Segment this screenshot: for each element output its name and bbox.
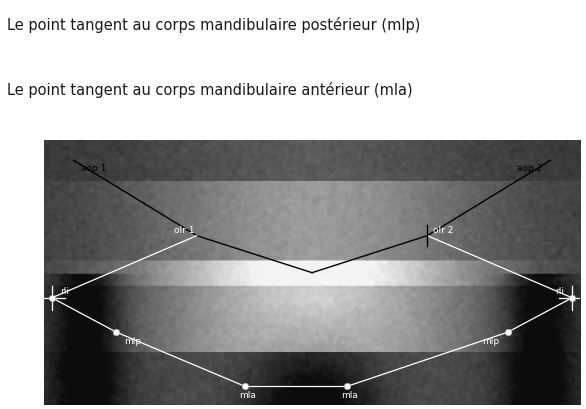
Point: [47, 295, 57, 301]
Text: aop 1: aop 1: [81, 164, 107, 173]
Text: aop 2: aop 2: [517, 164, 543, 173]
Point: [503, 329, 512, 336]
Point: [112, 329, 121, 336]
Point: [342, 383, 352, 390]
Text: Le point tangent au corps mandibulaire antérieur (mla): Le point tangent au corps mandibulaire a…: [7, 82, 413, 98]
Text: rli: rli: [60, 286, 69, 295]
Text: mla: mla: [239, 391, 256, 399]
Text: id: id: [320, 276, 329, 285]
Text: rli: rli: [555, 286, 564, 295]
Point: [567, 295, 577, 301]
Point: [240, 383, 250, 390]
Text: olr 2: olr 2: [432, 226, 453, 235]
Text: mlp: mlp: [124, 336, 141, 345]
Text: olr 1: olr 1: [173, 226, 194, 235]
Text: mlp: mlp: [483, 336, 500, 345]
Text: Le point tangent au corps mandibulaire postérieur (mlp): Le point tangent au corps mandibulaire p…: [7, 17, 420, 33]
Text: mla: mla: [341, 391, 358, 399]
